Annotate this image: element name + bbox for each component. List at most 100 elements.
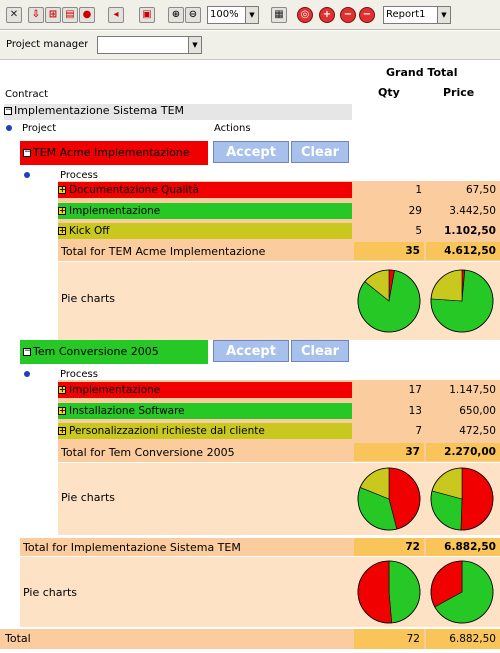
project-manager-label: Project manager [6, 39, 89, 50]
process-row[interactable]: + Implementazione [58, 203, 352, 219]
price-cell: 1.147,50 [449, 384, 496, 396]
qty-cell: 5 [415, 225, 422, 237]
contract-total-qty: 72 [354, 538, 424, 556]
pie-chart [430, 560, 494, 624]
zoom-in-icon[interactable]: ⊕ [168, 7, 184, 23]
filter-bar: Project manager ▼ [0, 31, 500, 60]
pie-chart [430, 467, 494, 531]
pie-charts-label: Pie charts [23, 586, 78, 599]
process-label: Process [60, 170, 98, 181]
export-icon[interactable]: ⇩ [28, 7, 44, 23]
grand-total-qty: 72 [354, 629, 424, 649]
contract-header: Contract [5, 89, 49, 100]
process-row[interactable]: + Documentazione Qualità [58, 182, 352, 198]
pie-chart [357, 269, 421, 333]
previous-icon[interactable]: ◂ [108, 7, 124, 23]
process-row[interactable]: + Implementazione [58, 382, 352, 398]
clear-button[interactable]: Clear [291, 340, 349, 362]
process-row[interactable]: + Personalizzazioni richieste dal cliente [58, 423, 352, 439]
expand-icon[interactable]: + [58, 385, 66, 394]
pie-row-bg [20, 557, 500, 627]
expand-icon[interactable]: ⊞ [45, 7, 61, 23]
process-name: Installazione Software [69, 405, 185, 417]
price-cell: 67,50 [465, 184, 496, 196]
expand-icon[interactable]: + [58, 226, 66, 235]
project-total-label: Total for Tem Conversione 2005 [61, 446, 235, 459]
project-label: Project [22, 123, 57, 134]
project-total-price: 4.612,50 [426, 242, 500, 260]
grand-total-row [0, 629, 500, 649]
pie-slice [460, 467, 494, 531]
pie-chart [357, 467, 421, 531]
process-row[interactable]: + Installazione Software [58, 403, 352, 419]
pie-outline [430, 560, 494, 624]
project-total-qty: 35 [354, 242, 424, 260]
project-row-tem-acme[interactable]: −TEM Acme Implementazione [20, 141, 208, 165]
pie-row-bg [58, 463, 500, 535]
qty-cell: 1 [415, 184, 422, 196]
pie-slice [430, 269, 463, 302]
process-row[interactable]: + Kick Off [58, 223, 352, 239]
collapse-icon[interactable]: − [23, 346, 32, 356]
accept-button[interactable]: Accept [213, 141, 289, 163]
contract-total-label: Total for Implementazione Sistema TEM [23, 541, 241, 554]
report-value: Report1 [386, 9, 426, 20]
print-icon[interactable]: ▣ [139, 7, 155, 23]
layout-icon[interactable]: ▦ [271, 7, 287, 23]
price-cell: 1.102,50 [444, 225, 496, 237]
zoom-value: 100% [210, 9, 239, 20]
pie-slice [388, 560, 421, 624]
process-name: Implementazione [69, 384, 161, 396]
project-manager-select[interactable]: ▼ [97, 36, 202, 54]
pie-outline [357, 269, 421, 333]
expand-icon[interactable]: + [58, 406, 66, 415]
pie-row-bg [58, 262, 500, 340]
pie-outline [357, 467, 421, 531]
process-name: Personalizzazioni richieste dal cliente [69, 425, 265, 437]
pie-outline [430, 467, 494, 531]
pie-charts-label: Pie charts [61, 491, 116, 504]
process-name: Implementazione [69, 205, 161, 217]
clear-button[interactable]: Clear [291, 141, 349, 163]
expand-icon[interactable]: + [58, 185, 66, 194]
price-cell: 3.442,50 [449, 205, 496, 217]
grand-total-header: Grand Total [386, 66, 458, 79]
project-name: TEM Acme Implementazione [33, 146, 190, 159]
expand-icon[interactable]: + [58, 426, 66, 435]
minus-icon[interactable]: − [359, 7, 375, 23]
toolbar: ✕ ⇩ ⊞ ▤ ● ◂ ▣ ⊕ ⊖ 100% ▼ ▦ ◎ + − − Repor… [0, 0, 500, 30]
add-icon[interactable]: + [319, 7, 335, 23]
record-icon[interactable]: ● [79, 7, 95, 23]
chevron-down-icon[interactable]: ▼ [437, 7, 450, 23]
project-row-tem-conversione[interactable]: −Tem Conversione 2005 [20, 340, 208, 364]
pie-slice [357, 560, 393, 624]
accept-button[interactable]: Accept [213, 340, 289, 362]
remove-icon[interactable]: − [340, 7, 356, 23]
bullet-icon [6, 125, 12, 131]
pdf-icon[interactable]: ▤ [62, 7, 78, 23]
project-total-qty: 37 [354, 443, 424, 461]
contract-name: Implementazione Sistema TEM [14, 104, 185, 117]
pie-charts-label: Pie charts [61, 292, 116, 305]
pie-outline [430, 269, 494, 333]
report-select[interactable]: Report1 ▼ [383, 6, 451, 24]
grand-total-price: 6.882,50 [426, 629, 500, 649]
price-cell: 472,50 [459, 425, 496, 437]
target-icon[interactable]: ◎ [297, 7, 313, 23]
expand-icon[interactable]: + [58, 206, 66, 215]
qty-cell: 17 [408, 384, 422, 396]
close-icon[interactable]: ✕ [6, 7, 22, 23]
process-name: Documentazione Qualità [69, 184, 199, 196]
contract-row[interactable]: −Implementazione Sistema TEM [4, 104, 352, 120]
project-name: Tem Conversione 2005 [33, 345, 159, 358]
zoom-out-icon[interactable]: ⊖ [185, 7, 201, 23]
qty-header: Qty [378, 86, 400, 99]
chevron-down-icon[interactable]: ▼ [245, 7, 258, 23]
collapse-icon[interactable]: − [23, 147, 32, 157]
process-label: Process [60, 369, 98, 380]
pie-chart [430, 269, 494, 333]
collapse-icon[interactable]: − [4, 105, 13, 115]
chevron-down-icon[interactable]: ▼ [188, 37, 201, 53]
zoom-select[interactable]: 100% ▼ [207, 6, 259, 24]
pie-chart [357, 560, 421, 624]
